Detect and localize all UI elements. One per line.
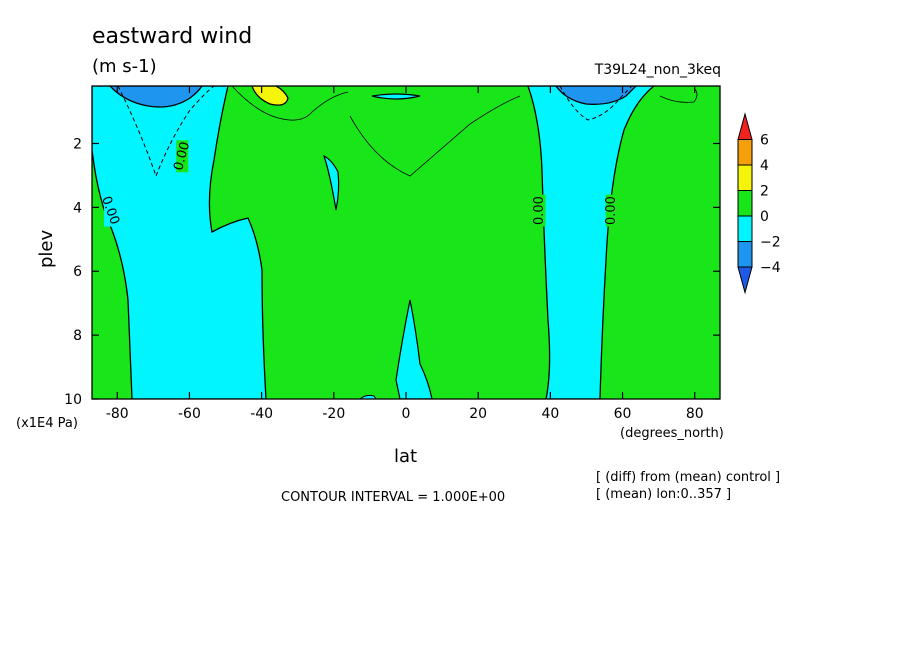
y-units: (x1E4 Pa): [16, 416, 78, 431]
x-tick-label: 20: [469, 406, 487, 422]
region-nh-jet: [555, 86, 637, 105]
contour-neg-nh: [559, 86, 633, 121]
note-diff: [ (diff) from (mean) control ]: [596, 470, 781, 485]
colorbar-label: 4: [760, 158, 769, 174]
x-tick-label: -80: [106, 406, 129, 422]
note-mean: [ (mean) lon:0..357 ]: [596, 487, 732, 502]
colorbar: 6 4 2 0 −2 −4: [737, 112, 781, 295]
region-bottom-sliver: [359, 394, 377, 399]
x-tick-label: -40: [250, 406, 273, 422]
region-sliver-south: [322, 154, 340, 211]
region-sh-negative: [92, 86, 267, 399]
region-nh-negative: [527, 86, 656, 399]
x-tick-label: 80: [686, 406, 704, 422]
colorbar-swatch: [737, 139, 753, 166]
colorbar-swatch: [737, 164, 753, 191]
colorbar-label: −4: [760, 260, 781, 276]
y-tick-label: 10: [64, 392, 82, 408]
x-tick-label: -60: [178, 406, 201, 422]
y-tick-label: 8: [73, 328, 82, 344]
y-tick-label: 4: [73, 200, 82, 216]
contour-label: 0.00: [532, 196, 547, 225]
x-axis: -80 -60 -40 -20 0 20 40 60 80: [106, 86, 704, 422]
region-equatorial: [395, 299, 433, 399]
colorbar-label: 2: [760, 184, 769, 200]
contour-label-bg: [176, 140, 189, 173]
colorbar-swatch: [737, 190, 753, 217]
contour-label: 0.00: [171, 140, 193, 172]
x-units: (degrees_north): [620, 426, 724, 441]
contour-label: 0.00: [604, 196, 619, 225]
colorbar-top-arrow: [737, 112, 753, 140]
y-axis: 2 4 6 8 10: [64, 136, 720, 408]
colorbar-label: −2: [760, 235, 781, 251]
x-tick-label: 0: [402, 406, 411, 422]
contour-label-bg: [605, 194, 618, 227]
colorbar-swatch: [737, 241, 753, 268]
chart-title: eastward wind: [92, 24, 253, 49]
x-axis-label: lat: [394, 446, 418, 467]
contour-fill-layer: [92, 86, 720, 399]
contour-pos-3: [659, 87, 698, 103]
colorbar-label: 0: [760, 209, 769, 225]
contour-pos-2: [349, 95, 521, 177]
contour-interval: CONTOUR INTERVAL = 1.000E+00: [281, 490, 506, 505]
y-tick-label: 2: [73, 136, 82, 152]
contour-label-bg: [533, 194, 546, 227]
region-positive-blob: [251, 86, 289, 106]
contour-neg-sh: [117, 86, 215, 178]
run-id: T39L24_non_3keq: [594, 62, 721, 78]
contour-pos-1: [231, 86, 349, 121]
colorbar-label: 6: [760, 133, 769, 149]
contour-label-bg: [104, 194, 117, 227]
region-sh-jet: [109, 86, 203, 108]
region-top-sliver: [371, 93, 421, 100]
x-tick-label: 40: [541, 406, 559, 422]
colorbar-bottom-arrow: [737, 266, 753, 295]
x-tick-label: 60: [614, 406, 632, 422]
colorbar-swatch: [737, 215, 753, 242]
y-tick-label: 6: [73, 264, 82, 280]
chart-units: (m s-1): [92, 56, 157, 77]
x-tick-label: -20: [322, 406, 345, 422]
contour-labels: 0.000.000.00 0.00: [98, 140, 619, 227]
